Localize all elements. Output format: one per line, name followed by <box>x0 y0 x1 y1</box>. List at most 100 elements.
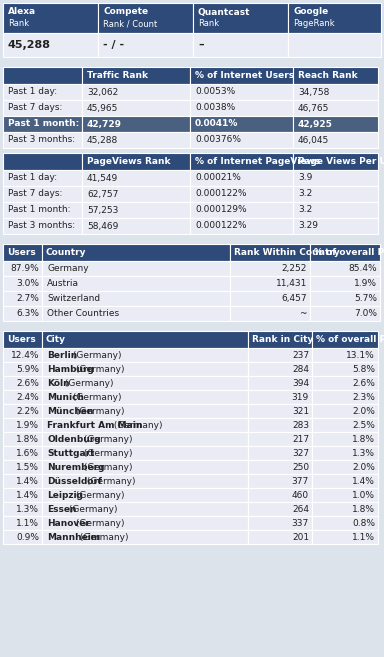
Text: Rank / Count: Rank / Count <box>103 20 157 28</box>
Bar <box>312 530 378 544</box>
Bar <box>310 261 380 276</box>
Bar <box>42 376 248 390</box>
Bar <box>293 202 378 218</box>
Text: Page Views Per User: Page Views Per User <box>298 157 384 166</box>
Bar <box>42 331 248 348</box>
Text: Mannheim: Mannheim <box>47 533 100 541</box>
Text: 217: 217 <box>292 434 309 443</box>
Bar <box>3 348 42 362</box>
Text: Past 1 day:: Past 1 day: <box>8 173 57 183</box>
Bar <box>190 218 293 234</box>
Text: 5.9%: 5.9% <box>16 365 39 373</box>
Bar <box>312 502 378 516</box>
Text: Munich: Munich <box>47 392 84 401</box>
Text: 327: 327 <box>292 449 309 457</box>
Text: 3.2: 3.2 <box>298 206 312 214</box>
Text: % of Internet PageViews: % of Internet PageViews <box>195 157 320 166</box>
Text: 2.6%: 2.6% <box>352 378 375 388</box>
Text: 1.8%: 1.8% <box>16 434 39 443</box>
Bar <box>82 84 190 100</box>
Bar <box>42 362 248 376</box>
Text: 1.4%: 1.4% <box>352 476 375 486</box>
Text: 3.0%: 3.0% <box>16 279 39 288</box>
Bar <box>190 67 293 84</box>
Text: 32,062: 32,062 <box>87 87 118 97</box>
Text: 2.0%: 2.0% <box>352 463 375 472</box>
Bar <box>230 276 310 291</box>
Bar <box>42 474 248 488</box>
Text: PageRank: PageRank <box>293 20 334 28</box>
Text: 46,045: 46,045 <box>298 135 329 145</box>
Text: 45,965: 45,965 <box>87 104 118 112</box>
Text: 46,765: 46,765 <box>298 104 329 112</box>
Text: (Germany): (Germany) <box>70 350 121 359</box>
Bar <box>293 116 378 132</box>
Bar <box>42 306 230 321</box>
Bar <box>310 306 380 321</box>
Text: City: City <box>46 335 66 344</box>
Text: Leipzig: Leipzig <box>47 491 83 499</box>
Text: 13.1%: 13.1% <box>346 350 375 359</box>
Text: 394: 394 <box>292 378 309 388</box>
Text: Hanover: Hanover <box>47 518 90 528</box>
Text: 319: 319 <box>292 392 309 401</box>
Bar <box>42 348 248 362</box>
Text: Düsseldorf: Düsseldorf <box>47 476 102 486</box>
Bar <box>42 261 230 276</box>
Text: Berlin: Berlin <box>47 350 77 359</box>
Bar <box>193 3 288 33</box>
Text: 57,253: 57,253 <box>87 206 118 214</box>
Text: 5.8%: 5.8% <box>352 365 375 373</box>
Bar <box>312 446 378 460</box>
Text: 2.2%: 2.2% <box>16 407 39 415</box>
Text: 1.3%: 1.3% <box>16 505 39 514</box>
Bar <box>3 460 42 474</box>
Text: 283: 283 <box>292 420 309 430</box>
Bar <box>3 100 82 116</box>
Bar <box>3 432 42 446</box>
Bar <box>42 291 230 306</box>
Text: 201: 201 <box>292 533 309 541</box>
Text: (Germany): (Germany) <box>73 491 125 499</box>
Text: Google: Google <box>293 7 328 16</box>
Text: (Germany): (Germany) <box>84 476 136 486</box>
Text: 337: 337 <box>292 518 309 528</box>
Bar <box>42 244 230 261</box>
Bar <box>3 3 98 33</box>
Text: 42,729: 42,729 <box>87 120 122 129</box>
Bar <box>310 244 380 261</box>
Bar <box>3 116 82 132</box>
Bar <box>312 376 378 390</box>
Bar <box>3 67 82 84</box>
Bar <box>82 153 190 170</box>
Text: 250: 250 <box>292 463 309 472</box>
Text: 0.000122%: 0.000122% <box>195 221 247 231</box>
Text: 1.1%: 1.1% <box>352 533 375 541</box>
Bar <box>248 516 312 530</box>
Text: (Germany): (Germany) <box>73 407 125 415</box>
Bar <box>190 202 293 218</box>
Text: (Germany): (Germany) <box>81 434 132 443</box>
Bar <box>3 276 42 291</box>
Bar <box>42 432 248 446</box>
Bar <box>82 218 190 234</box>
Bar <box>82 132 190 148</box>
Text: Country: Country <box>46 248 86 257</box>
Bar <box>190 186 293 202</box>
Bar <box>312 418 378 432</box>
Bar <box>293 170 378 186</box>
Text: Past 7 days:: Past 7 days: <box>8 189 62 198</box>
Text: (Germany): (Germany) <box>77 533 129 541</box>
Bar <box>3 376 42 390</box>
Bar <box>42 418 248 432</box>
Text: Past 7 days:: Past 7 days: <box>8 104 62 112</box>
Bar <box>293 153 378 170</box>
Bar <box>248 331 312 348</box>
Bar <box>312 390 378 404</box>
Text: 5.7%: 5.7% <box>354 294 377 303</box>
Text: Rank: Rank <box>198 20 219 28</box>
Text: 1.6%: 1.6% <box>16 449 39 457</box>
Text: 237: 237 <box>292 350 309 359</box>
Bar <box>3 474 42 488</box>
Text: Past 1 month:: Past 1 month: <box>8 206 71 214</box>
